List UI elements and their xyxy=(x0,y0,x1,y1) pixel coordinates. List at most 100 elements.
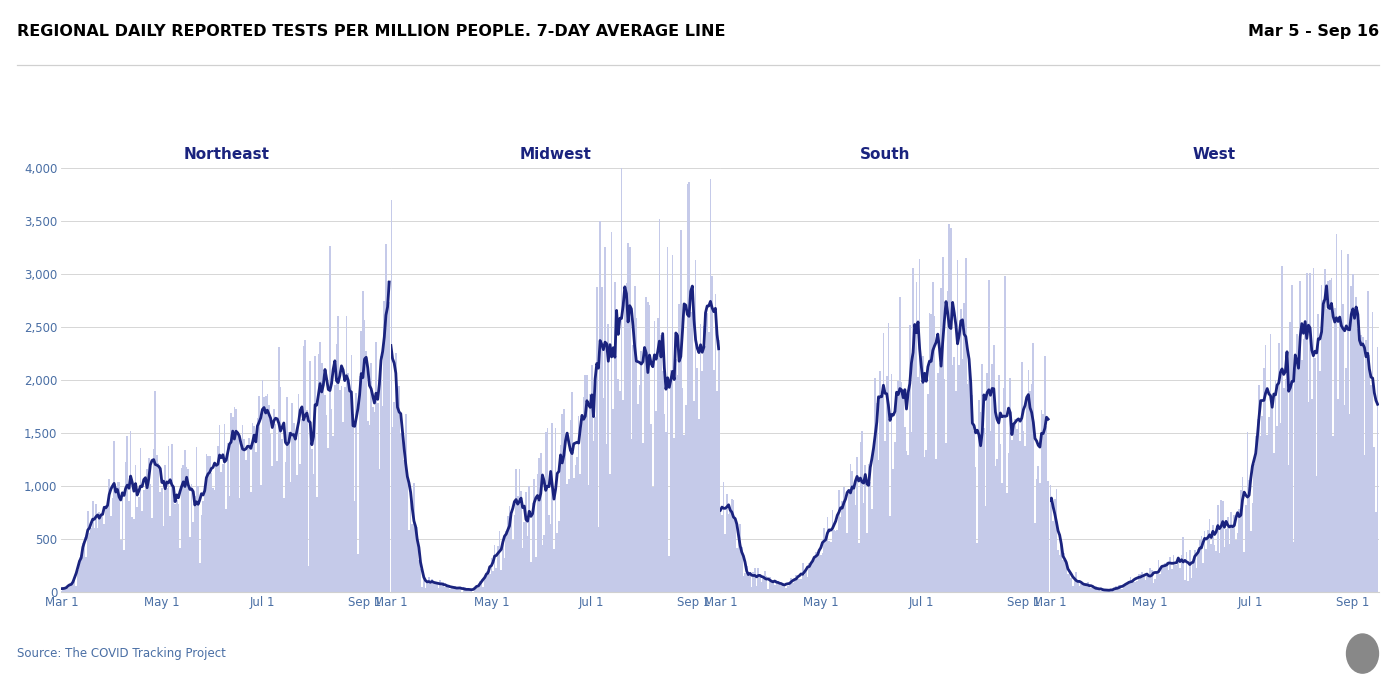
Bar xyxy=(335,344,338,592)
Bar xyxy=(852,471,853,592)
Bar xyxy=(678,304,680,592)
Bar xyxy=(575,464,577,592)
Bar xyxy=(991,364,993,592)
Bar xyxy=(1247,432,1248,592)
Bar xyxy=(70,583,73,592)
Bar xyxy=(207,456,209,592)
Bar xyxy=(1235,540,1237,592)
Bar xyxy=(276,460,278,592)
Bar xyxy=(429,577,430,592)
Bar xyxy=(1276,426,1277,592)
Bar xyxy=(882,333,884,592)
Bar xyxy=(109,479,110,592)
Bar xyxy=(402,438,403,592)
Text: REGIONAL DAILY REPORTED TESTS PER MILLION PEOPLE. 7-DAY AVERAGE LINE: REGIONAL DAILY REPORTED TESTS PER MILLIO… xyxy=(17,24,726,39)
Bar xyxy=(416,527,417,592)
Bar xyxy=(637,404,639,592)
Bar xyxy=(1360,335,1362,592)
Bar xyxy=(304,340,306,592)
Bar xyxy=(695,260,697,592)
Bar xyxy=(99,512,101,592)
Bar xyxy=(596,287,597,592)
Bar xyxy=(1238,510,1240,592)
Bar xyxy=(518,469,521,592)
Bar xyxy=(533,479,535,592)
Bar xyxy=(149,484,151,592)
Bar xyxy=(764,571,765,592)
Bar xyxy=(543,535,544,592)
Bar xyxy=(440,580,441,592)
Bar xyxy=(866,533,868,592)
Bar xyxy=(1011,440,1012,592)
Bar xyxy=(264,397,265,592)
Bar xyxy=(1220,500,1222,592)
Bar xyxy=(1237,534,1238,592)
Bar xyxy=(1189,550,1191,592)
Bar xyxy=(872,441,874,592)
Bar xyxy=(673,438,676,592)
Bar xyxy=(907,455,909,592)
Bar xyxy=(101,516,102,592)
Bar xyxy=(896,400,898,592)
Bar xyxy=(658,318,659,592)
Bar xyxy=(1051,497,1053,592)
Bar xyxy=(514,515,515,592)
Bar xyxy=(662,371,663,592)
Text: Source: The COVID Tracking Project: Source: The COVID Tracking Project xyxy=(17,647,226,660)
Bar xyxy=(1067,574,1069,592)
Bar xyxy=(324,395,325,592)
Bar xyxy=(215,464,218,592)
Bar xyxy=(698,419,699,592)
Bar xyxy=(1029,391,1030,592)
Bar xyxy=(807,577,808,592)
Bar xyxy=(771,581,772,592)
Bar xyxy=(313,473,314,592)
Bar xyxy=(105,505,106,592)
Bar xyxy=(920,383,923,592)
Bar xyxy=(443,582,444,592)
Bar xyxy=(1131,581,1134,592)
Bar xyxy=(1339,320,1340,592)
Bar xyxy=(646,302,649,592)
Bar xyxy=(1057,551,1058,592)
Bar xyxy=(892,469,893,592)
Bar xyxy=(801,563,804,592)
Bar xyxy=(716,391,718,592)
Bar xyxy=(494,544,496,592)
Bar xyxy=(378,469,380,592)
Bar xyxy=(752,572,754,592)
Bar xyxy=(697,368,698,592)
Bar xyxy=(399,434,402,592)
Bar xyxy=(229,497,230,592)
Bar xyxy=(797,579,799,592)
Bar xyxy=(1055,489,1057,592)
Bar xyxy=(782,583,783,592)
Bar xyxy=(822,553,824,592)
Bar xyxy=(535,557,536,592)
Bar xyxy=(729,509,732,592)
Bar xyxy=(639,385,641,592)
Bar xyxy=(1129,577,1131,592)
Bar xyxy=(694,401,695,592)
Bar xyxy=(625,283,627,592)
Bar xyxy=(1330,278,1332,592)
Bar xyxy=(549,515,550,592)
Bar xyxy=(1295,334,1298,592)
Bar xyxy=(78,557,81,592)
Bar xyxy=(307,566,310,592)
Bar xyxy=(1075,572,1076,592)
Bar xyxy=(953,357,955,592)
Bar xyxy=(302,419,303,592)
Bar xyxy=(843,487,845,592)
Bar xyxy=(194,497,195,592)
Bar xyxy=(459,589,461,592)
Bar xyxy=(1012,430,1015,592)
Bar xyxy=(1110,591,1111,592)
Bar xyxy=(145,484,147,592)
Bar xyxy=(708,332,709,592)
Bar xyxy=(1053,521,1054,592)
Bar xyxy=(1007,493,1008,592)
Bar xyxy=(1290,322,1291,592)
Bar xyxy=(441,586,443,592)
Bar xyxy=(652,487,653,592)
